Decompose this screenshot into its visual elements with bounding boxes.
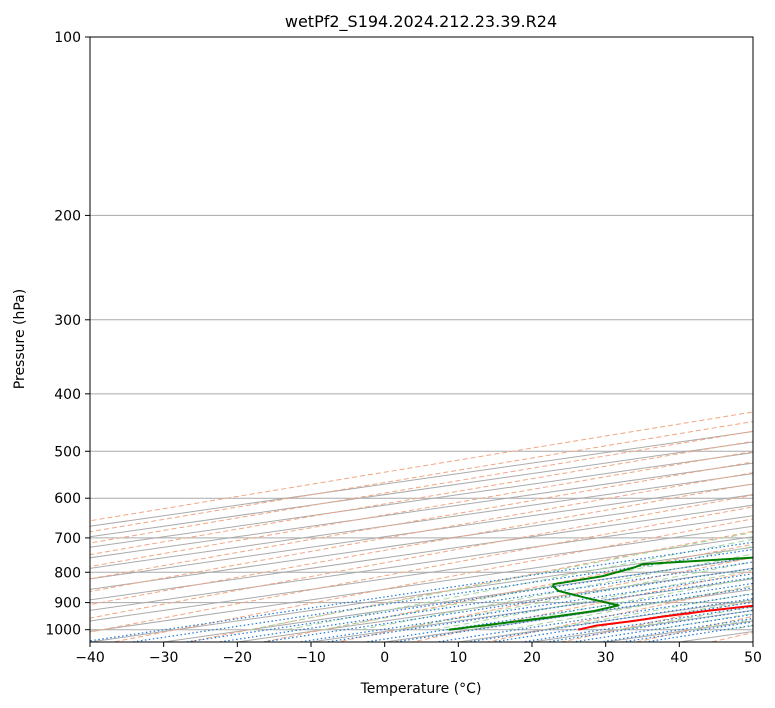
- isotherm-line: [90, 483, 753, 580]
- moist-adiabat-line: [433, 569, 753, 631]
- y-tick-label: 200: [54, 208, 81, 224]
- mixing-ratio-line: [128, 548, 753, 642]
- y-tick-label: 100: [54, 30, 81, 46]
- isotherm-line: [90, 462, 753, 559]
- x-tick-label: −10: [296, 650, 326, 666]
- x-tick-label: −20: [223, 650, 253, 666]
- x-tick-label: 30: [597, 650, 615, 666]
- dewpoint-profile-line: [448, 556, 753, 631]
- mixing-ratio-lines: [90, 541, 753, 642]
- dry-adiabat-line: [484, 585, 753, 642]
- moist-adiabat-line: [470, 577, 753, 631]
- y-tick-label: 400: [54, 387, 81, 403]
- y-tick-label: 800: [54, 565, 81, 581]
- isotherm-line: [90, 504, 753, 601]
- mixing-ratio-line: [295, 573, 753, 642]
- dry-adiabat-line: [335, 557, 753, 642]
- x-tick-label: 40: [670, 650, 688, 666]
- pressure-grid: [90, 37, 753, 631]
- sounding-series: [448, 556, 753, 631]
- x-tick-label: −30: [149, 650, 179, 666]
- dry-adiabat-line: [90, 483, 753, 606]
- moist-adiabat-line: [765, 62, 775, 630]
- x-tick-label: −40: [75, 650, 105, 666]
- y-tick-label: 600: [54, 491, 81, 507]
- x-axis-label: Temperature (°C): [360, 681, 482, 697]
- y-axis: 100 200 300 400 500 600 700 800 900 1000: [45, 30, 90, 639]
- isotherm-line: [90, 452, 753, 548]
- mixing-ratio-line: [596, 617, 753, 642]
- mixing-ratio-line: [258, 567, 753, 642]
- mixing-ratio-line: [618, 621, 753, 642]
- isotherm-line: [90, 525, 753, 622]
- mixing-ratio-line: [361, 582, 753, 642]
- isotherm-line: [90, 494, 753, 590]
- x-tick-label: 10: [449, 650, 467, 666]
- isotherms: [90, 431, 753, 642]
- x-tick-label: 0: [380, 650, 389, 666]
- plot-background: [90, 37, 753, 642]
- dry-adiabat-line: [90, 461, 753, 580]
- x-tick-label: 20: [523, 650, 541, 666]
- moist-adiabat-line: [323, 545, 753, 631]
- mixing-ratio-line: [641, 624, 753, 642]
- mixing-ratio-line: [322, 577, 753, 642]
- dry-adiabat-line: [90, 421, 753, 533]
- y-tick-label: 700: [54, 531, 81, 547]
- y-tick-label: 900: [54, 596, 81, 612]
- plot-frame: [89, 36, 754, 643]
- isotherm-line: [90, 536, 753, 632]
- y-tick-label: 1000: [45, 623, 81, 639]
- isotherm-line: [90, 473, 753, 569]
- moist-adiabat-line: [286, 538, 753, 631]
- y-tick-label: 500: [54, 444, 81, 460]
- x-axis: −40 −30 −20 −10 0 10 20 30 40 50: [75, 642, 762, 666]
- y-axis-label: Pressure (hPa): [12, 289, 28, 389]
- dry-adiabat-line: [90, 440, 753, 556]
- moist-adiabat-line: [507, 585, 753, 631]
- x-tick-label: 50: [744, 650, 762, 666]
- dry-adiabat-line: [90, 494, 753, 619]
- isotherm-line: [90, 515, 753, 611]
- dry-adiabat-line: [90, 506, 753, 633]
- chart-title: wetPf2_S194.2024.212.23.39.R24: [285, 12, 557, 32]
- y-tick-label: 300: [54, 313, 81, 329]
